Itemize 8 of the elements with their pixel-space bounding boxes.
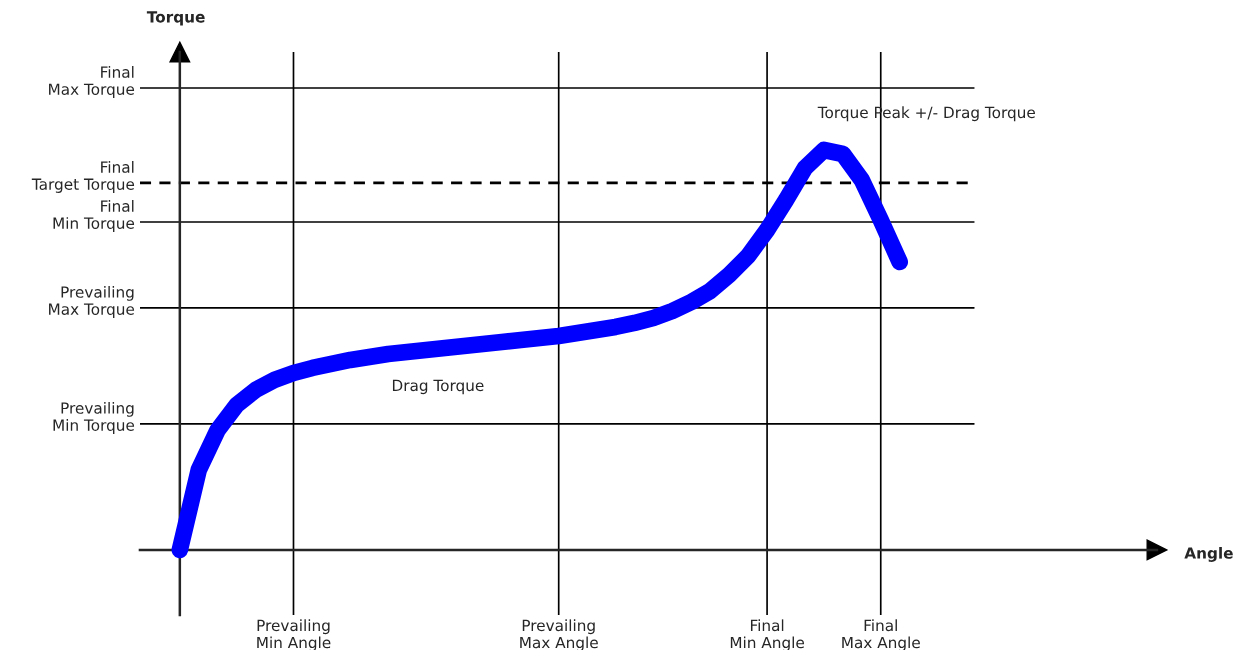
ref-line-label: Final Max Torque — [49, 66, 135, 98]
annotation: Drag Torque — [392, 379, 484, 395]
ref-line-label: Final Target Torque — [31, 161, 135, 193]
text: Angle — [1184, 547, 1233, 562]
ref-line-label: Final Min Torque — [53, 200, 135, 232]
text: Torque — [146, 11, 205, 26]
ref-line-label: Prevailing Min Torque — [53, 401, 135, 434]
ref-line-label: Prevailing Max Torque — [49, 286, 135, 318]
